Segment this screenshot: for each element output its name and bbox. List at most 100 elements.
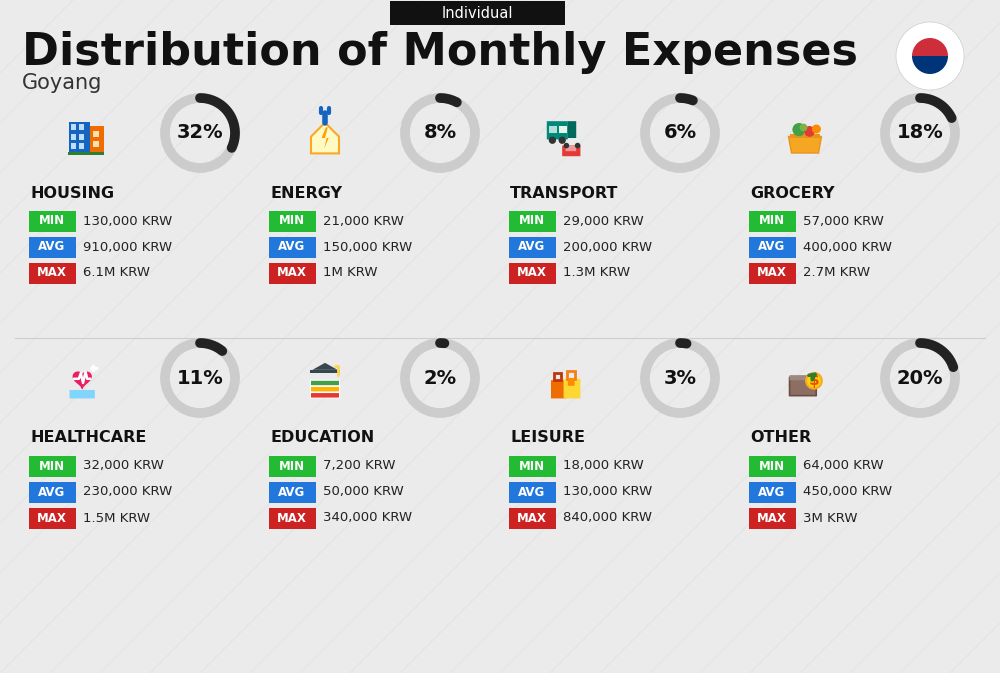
FancyBboxPatch shape: [509, 507, 556, 528]
Text: MIN: MIN: [39, 215, 65, 227]
Text: 130,000 KRW: 130,000 KRW: [83, 215, 172, 227]
Text: AVG: AVG: [278, 485, 306, 499]
Text: 2%: 2%: [423, 369, 457, 388]
FancyBboxPatch shape: [748, 507, 796, 528]
FancyBboxPatch shape: [566, 145, 576, 151]
FancyBboxPatch shape: [28, 262, 76, 283]
Text: 8%: 8%: [423, 124, 457, 143]
FancyBboxPatch shape: [28, 236, 76, 258]
Text: 20%: 20%: [897, 369, 943, 388]
Text: 200,000 KRW: 200,000 KRW: [563, 240, 652, 254]
Text: MAX: MAX: [37, 511, 67, 524]
Text: 11%: 11%: [177, 369, 223, 388]
Text: 6.1M KRW: 6.1M KRW: [83, 267, 150, 279]
FancyBboxPatch shape: [71, 134, 76, 140]
Text: AVG: AVG: [518, 240, 546, 254]
Text: 21,000 KRW: 21,000 KRW: [323, 215, 404, 227]
FancyBboxPatch shape: [68, 122, 90, 155]
FancyBboxPatch shape: [551, 380, 566, 398]
Text: 230,000 KRW: 230,000 KRW: [83, 485, 172, 499]
FancyBboxPatch shape: [568, 121, 576, 138]
Text: MIN: MIN: [279, 215, 305, 227]
Text: 2.7M KRW: 2.7M KRW: [803, 267, 870, 279]
FancyBboxPatch shape: [70, 390, 95, 398]
FancyBboxPatch shape: [310, 392, 340, 398]
Text: 1.3M KRW: 1.3M KRW: [563, 267, 630, 279]
FancyBboxPatch shape: [748, 236, 796, 258]
Text: LEISURE: LEISURE: [510, 431, 585, 446]
Text: 32,000 KRW: 32,000 KRW: [83, 460, 164, 472]
Polygon shape: [311, 122, 339, 153]
FancyBboxPatch shape: [310, 386, 340, 392]
FancyBboxPatch shape: [28, 456, 76, 476]
Text: AVG: AVG: [518, 485, 546, 499]
FancyBboxPatch shape: [509, 481, 556, 503]
Text: MIN: MIN: [759, 460, 785, 472]
Text: Individual: Individual: [442, 5, 513, 20]
FancyBboxPatch shape: [90, 126, 104, 151]
FancyBboxPatch shape: [28, 211, 76, 232]
FancyBboxPatch shape: [310, 370, 340, 374]
Text: ENERGY: ENERGY: [270, 186, 342, 201]
Text: TRANSPORT: TRANSPORT: [510, 186, 618, 201]
Text: 1.5M KRW: 1.5M KRW: [83, 511, 150, 524]
FancyBboxPatch shape: [547, 121, 568, 139]
Text: 400,000 KRW: 400,000 KRW: [803, 240, 892, 254]
Text: MAX: MAX: [517, 267, 547, 279]
Text: 910,000 KRW: 910,000 KRW: [83, 240, 172, 254]
Circle shape: [575, 143, 580, 148]
Text: MIN: MIN: [519, 460, 545, 472]
Text: 64,000 KRW: 64,000 KRW: [803, 460, 884, 472]
Text: 130,000 KRW: 130,000 KRW: [563, 485, 652, 499]
Text: AVG: AVG: [278, 240, 306, 254]
FancyBboxPatch shape: [28, 481, 76, 503]
Text: EDUCATION: EDUCATION: [270, 431, 374, 446]
FancyBboxPatch shape: [268, 507, 316, 528]
FancyBboxPatch shape: [268, 481, 316, 503]
FancyBboxPatch shape: [568, 378, 575, 386]
FancyBboxPatch shape: [268, 211, 316, 232]
Text: HEALTHCARE: HEALTHCARE: [30, 431, 146, 446]
Text: 50,000 KRW: 50,000 KRW: [323, 485, 404, 499]
Circle shape: [800, 124, 807, 131]
Text: 3M KRW: 3M KRW: [803, 511, 858, 524]
Polygon shape: [312, 363, 338, 370]
Text: AVG: AVG: [38, 240, 66, 254]
Text: MIN: MIN: [519, 215, 545, 227]
Text: 7,200 KRW: 7,200 KRW: [323, 460, 396, 472]
FancyBboxPatch shape: [790, 135, 820, 138]
Text: GROCERY: GROCERY: [750, 186, 834, 201]
FancyBboxPatch shape: [71, 143, 76, 149]
Wedge shape: [921, 47, 939, 56]
FancyBboxPatch shape: [268, 456, 316, 476]
Polygon shape: [73, 372, 91, 388]
Text: MIN: MIN: [39, 460, 65, 472]
Text: 450,000 KRW: 450,000 KRW: [803, 485, 892, 499]
FancyBboxPatch shape: [310, 380, 340, 386]
FancyBboxPatch shape: [92, 131, 98, 137]
FancyBboxPatch shape: [268, 262, 316, 283]
Text: MAX: MAX: [757, 267, 787, 279]
Text: MAX: MAX: [517, 511, 547, 524]
FancyBboxPatch shape: [390, 1, 565, 25]
Text: MIN: MIN: [759, 215, 785, 227]
FancyBboxPatch shape: [564, 379, 580, 398]
FancyBboxPatch shape: [549, 126, 557, 133]
FancyBboxPatch shape: [748, 262, 796, 283]
Text: 340,000 KRW: 340,000 KRW: [323, 511, 412, 524]
Text: 32%: 32%: [177, 124, 223, 143]
Polygon shape: [322, 127, 329, 149]
Text: MAX: MAX: [37, 267, 67, 279]
Text: 57,000 KRW: 57,000 KRW: [803, 215, 884, 227]
Text: 29,000 KRW: 29,000 KRW: [563, 215, 644, 227]
Circle shape: [896, 22, 964, 90]
Circle shape: [564, 143, 569, 148]
FancyBboxPatch shape: [509, 262, 556, 283]
Text: 6%: 6%: [663, 124, 697, 143]
FancyBboxPatch shape: [748, 481, 796, 503]
FancyBboxPatch shape: [790, 375, 816, 380]
Text: 3%: 3%: [664, 369, 696, 388]
Circle shape: [549, 137, 556, 144]
Polygon shape: [788, 137, 822, 153]
Text: MAX: MAX: [277, 267, 307, 279]
